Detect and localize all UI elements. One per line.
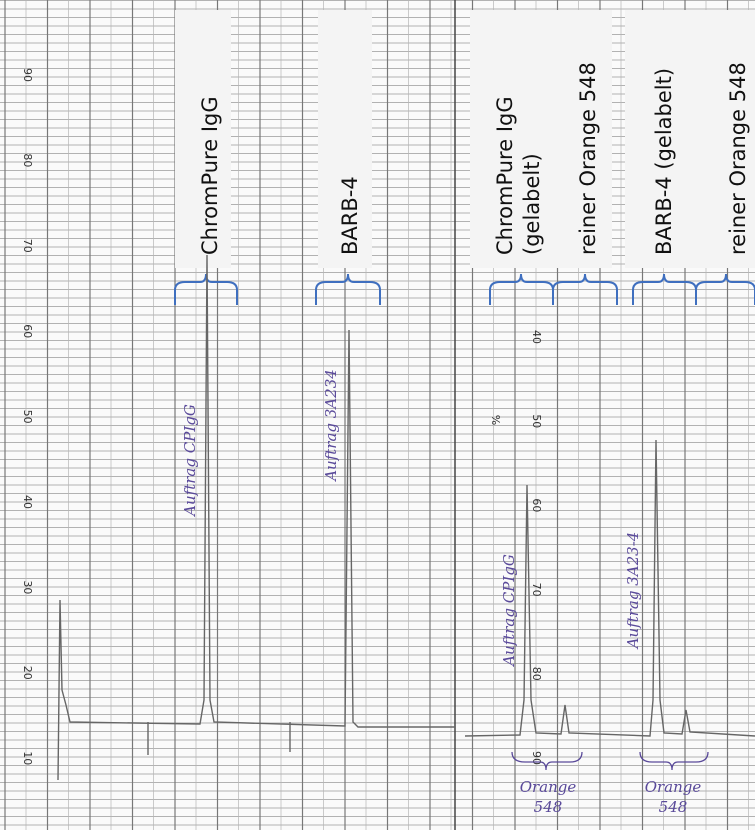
scale-label: 90 <box>530 751 543 765</box>
scale-label: 30 <box>21 580 34 594</box>
label-text: ChromPure IgG <box>493 96 517 255</box>
scale-label: 40 <box>530 330 543 344</box>
scale-label: 60 <box>21 324 34 338</box>
handwritten-note: Auftrag 3A23-4 <box>624 532 642 651</box>
scale-label: 20 <box>21 666 34 680</box>
scale-unit: % <box>489 415 502 425</box>
scan: ChromPure IgGBARB-4ChromPure IgG(gelabel… <box>0 0 755 830</box>
label-text: reiner Orange 548 <box>576 62 600 255</box>
scale-label: 90 <box>21 68 34 82</box>
handwritten-note: Auftrag CPIgG <box>500 554 518 668</box>
label-text: BARB-4 <box>338 176 362 255</box>
scale-label: 50 <box>21 410 34 424</box>
label-text: BARB-4 (gelabelt) <box>652 68 676 255</box>
scale-label: 70 <box>21 239 34 253</box>
label-text: reiner Orange 548 <box>726 62 750 255</box>
handwritten-note: Auftrag CPIgG <box>181 404 199 518</box>
label-text: ChromPure IgG <box>198 96 222 255</box>
scale-label: 40 <box>21 495 34 509</box>
scale-label: 60 <box>530 498 543 512</box>
scale-label: 80 <box>530 667 543 681</box>
scale-label: 50 <box>530 414 543 428</box>
scale-label: 70 <box>530 583 543 597</box>
label-text: (gelabelt) <box>520 153 544 255</box>
handwritten-note: Auftrag 3A234 <box>322 369 340 483</box>
scale-label: 80 <box>21 153 34 167</box>
scale-label: 10 <box>21 751 34 765</box>
